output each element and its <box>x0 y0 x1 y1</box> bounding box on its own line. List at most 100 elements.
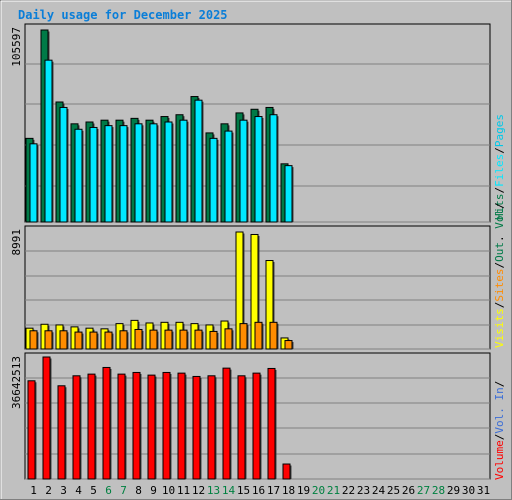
volume-bar-day-9 <box>147 374 156 480</box>
volume-bar-day-10 <box>162 371 171 480</box>
day-label-23: 23 <box>357 484 370 497</box>
day-label-12: 12 <box>192 484 205 497</box>
volume-bar-day-5 <box>87 373 96 480</box>
max-label-2: 8991 <box>10 229 23 256</box>
legend-entry-1: / <box>493 301 506 309</box>
files-bar-day-8 <box>134 123 143 223</box>
files-bar-day-17 <box>269 114 278 223</box>
volume-bar-day-11 <box>177 372 186 480</box>
day-label-15: 15 <box>237 484 250 497</box>
day-label-29: 29 <box>447 484 460 497</box>
sites-bar-day-8 <box>134 328 143 350</box>
legend-entry-2: Files <box>493 153 506 187</box>
sites-bar-day-9 <box>149 329 158 350</box>
sites-bar-day-1 <box>29 330 38 350</box>
day-label-8: 8 <box>135 484 142 497</box>
files-bar-day-13 <box>209 137 218 223</box>
sites-bar-day-10 <box>164 329 173 350</box>
volume-bar-day-17 <box>267 367 276 480</box>
day-label-6: 6 <box>105 484 112 497</box>
sites-bar-day-17 <box>269 321 278 350</box>
day-label-4: 4 <box>75 484 82 497</box>
day-label-21: 21 <box>327 484 340 497</box>
day-label-13: 13 <box>207 484 220 497</box>
files-bar-day-3 <box>59 106 68 223</box>
volume-bar-day-6 <box>102 366 111 480</box>
day-label-11: 11 <box>177 484 190 497</box>
legend-mid: Visits/Sites/Out. Vol/ <box>493 202 509 348</box>
sites-bar-day-6 <box>104 331 113 350</box>
files-bar-day-10 <box>164 121 173 223</box>
files-bar-day-4 <box>74 128 83 223</box>
day-label-3: 3 <box>60 484 67 497</box>
files-bar-day-18 <box>284 165 293 223</box>
day-label-1: 1 <box>30 484 37 497</box>
volume-bar-day-8 <box>132 371 141 480</box>
volume-bar-day-15 <box>237 375 246 480</box>
sites-bar-day-11 <box>179 329 188 350</box>
volume-bar-day-4 <box>72 375 81 480</box>
day-label-14: 14 <box>222 484 236 497</box>
chart-title: Daily usage for December 2025 <box>18 8 228 22</box>
legend-entry-1: / <box>493 433 506 441</box>
legend-top: Hits/Files/Pages <box>493 24 509 220</box>
volume-bar-day-1 <box>27 380 36 480</box>
sites-bar-day-2 <box>44 330 53 350</box>
legend-entry-2: Sites <box>493 268 506 302</box>
files-bar-day-11 <box>179 119 188 223</box>
volume-bar-day-7 <box>117 373 126 480</box>
files-bar-day-9 <box>149 123 158 223</box>
volume-bar-day-18 <box>282 463 291 480</box>
day-label-10: 10 <box>162 484 175 497</box>
volume-bar-day-14 <box>222 367 231 480</box>
day-label-30: 30 <box>462 484 475 497</box>
legend-entry-4: Out <box>493 242 506 262</box>
files-bar-day-6 <box>104 125 113 223</box>
legend-entry-5: . <box>493 228 506 242</box>
day-label-27: 27 <box>417 484 430 497</box>
volume-bar-day-13 <box>207 375 216 480</box>
day-label-31: 31 <box>477 484 490 497</box>
volume-bar-day-2 <box>42 356 51 480</box>
day-label-19: 19 <box>297 484 310 497</box>
day-label-16: 16 <box>252 484 265 497</box>
day-label-18: 18 <box>282 484 295 497</box>
legend-bottom: Volume/Vol. In/ <box>493 354 509 480</box>
sites-bar-day-16 <box>254 321 263 350</box>
volume-bar-day-12 <box>192 375 201 480</box>
max-label-3: 36642513 <box>10 356 23 409</box>
files-bar-day-12 <box>194 99 203 223</box>
legend-entry-7: / <box>493 202 506 209</box>
sites-bar-day-4 <box>74 331 83 350</box>
day-label-5: 5 <box>90 484 97 497</box>
day-label-22: 22 <box>342 484 355 497</box>
legend-entry-3: / <box>493 380 506 388</box>
day-label-9: 9 <box>150 484 157 497</box>
legend-entry-3: / <box>493 147 506 154</box>
sites-bar-day-5 <box>89 331 98 350</box>
day-label-2: 2 <box>45 484 52 497</box>
files-bar-day-15 <box>239 119 248 223</box>
sites-bar-day-14 <box>224 328 233 350</box>
sites-bar-day-12 <box>194 329 203 350</box>
files-bar-day-16 <box>254 116 263 223</box>
legend-entry-3: / <box>493 261 506 269</box>
day-label-17: 17 <box>267 484 280 497</box>
volume-bar-day-3 <box>57 385 66 480</box>
legend-entry-2: Vol. In <box>493 387 506 434</box>
files-bar-day-14 <box>224 130 233 223</box>
volume-bar-day-16 <box>252 372 261 480</box>
day-label-24: 24 <box>372 484 386 497</box>
max-label-1: 105597 <box>10 27 23 67</box>
day-label-20: 20 <box>312 484 325 497</box>
day-label-7: 7 <box>120 484 127 497</box>
files-bar-day-5 <box>89 126 98 223</box>
sites-bar-day-18 <box>284 340 293 350</box>
files-bar-day-1 <box>29 143 38 223</box>
sites-bar-day-3 <box>59 330 68 350</box>
day-label-26: 26 <box>402 484 415 497</box>
sites-bar-day-15 <box>239 323 248 350</box>
day-label-28: 28 <box>432 484 445 497</box>
legend-entry-6: Vol <box>493 208 506 229</box>
